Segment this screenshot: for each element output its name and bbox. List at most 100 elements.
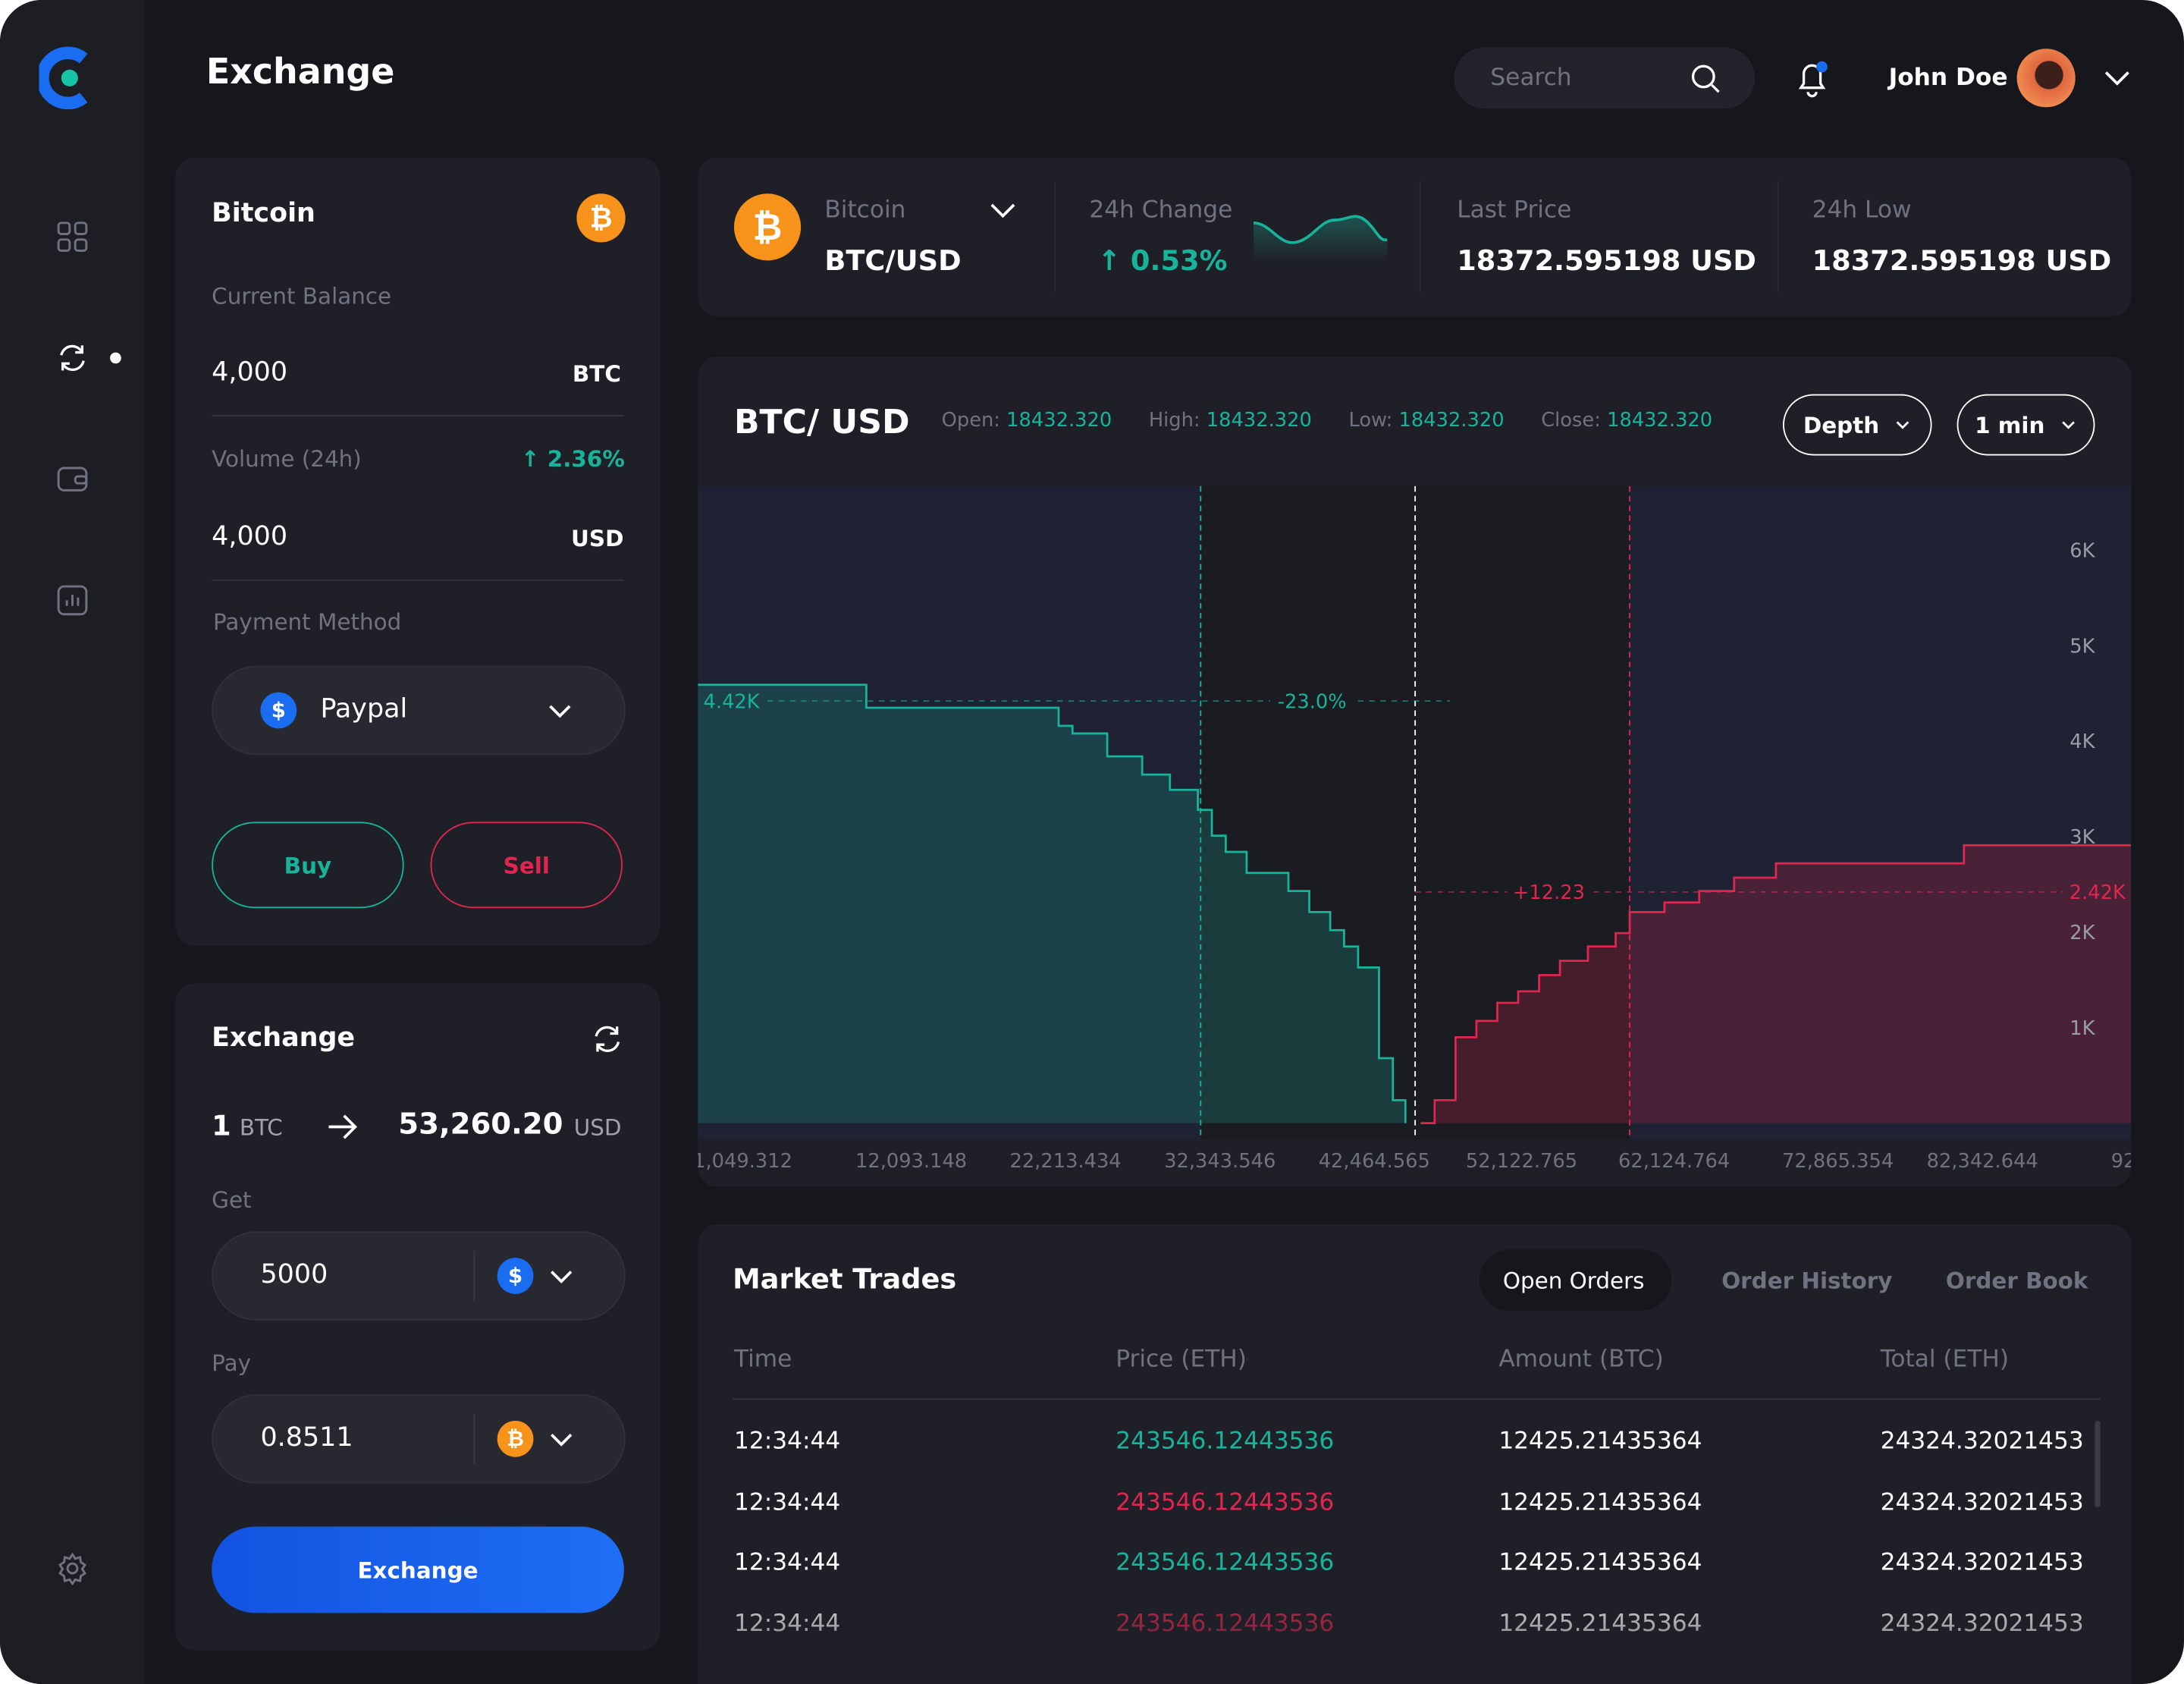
label: Pay — [212, 1349, 251, 1377]
depth-area — [1420, 845, 2132, 1123]
label: 24h Change — [1089, 196, 1233, 225]
scrollbar[interactable] — [2095, 1420, 2101, 1507]
btc-icon: ₿ — [733, 193, 802, 261]
interval-label: 1 min — [1975, 411, 2045, 438]
interval-select[interactable]: 1 min — [1956, 394, 2095, 456]
ohlc-value: 18432.320 — [1206, 409, 1312, 432]
depth-area — [698, 684, 1406, 1123]
tab[interactable]: Order Book — [1945, 1267, 2088, 1294]
bell-icon[interactable] — [1794, 58, 1833, 100]
tab[interactable]: Open Orders — [1502, 1267, 1645, 1294]
ticker-bar — [698, 157, 2132, 316]
active-tab-bg — [1479, 1249, 1672, 1311]
price-cell: 243546.12443536 — [1116, 1428, 1335, 1456]
ohlc-value: 18432.320 — [1006, 409, 1112, 432]
exchange-icon[interactable] — [55, 341, 89, 375]
label: Close: — [1541, 409, 1601, 432]
cell: 24324.32021453 — [1880, 1488, 2084, 1516]
volume-change: ↑ 2.36% — [520, 445, 625, 473]
ask-zone — [1629, 485, 2132, 1140]
divider — [212, 579, 624, 581]
label: Last Price — [1457, 196, 1572, 225]
cell: 12:34:44 — [733, 1428, 841, 1456]
y-tick-label: 6K — [2069, 539, 2095, 562]
pair: BTC/USD — [824, 243, 962, 278]
column-header: Time — [733, 1345, 792, 1374]
x-tick-label: 92,2 — [2111, 1150, 2131, 1173]
sparkline — [1254, 215, 1388, 262]
user-name: John Doe — [1888, 64, 2008, 93]
sell-button[interactable]: Sell — [430, 822, 623, 909]
payment-value: Paypal — [320, 693, 408, 724]
btc-icon: ₿ — [497, 1420, 534, 1457]
exchange-button[interactable]: Exchange — [212, 1526, 624, 1613]
divider — [733, 1398, 2101, 1400]
cell: 12425.21435364 — [1498, 1428, 1702, 1456]
user-menu-chevron[interactable] — [2102, 64, 2132, 92]
chevron — [1897, 421, 1909, 429]
ohlc-value: 18432.320 — [1607, 409, 1713, 432]
dashboard-icon[interactable] — [55, 220, 89, 253]
usd-icon: $ — [260, 692, 297, 729]
price-cell: 243546.12443536 — [1116, 1549, 1335, 1577]
active-dot — [110, 352, 121, 364]
cell: 12:34:44 — [733, 1549, 841, 1577]
label: Get — [212, 1186, 252, 1214]
spread-label: -23.0% — [1278, 690, 1347, 713]
x-tick-label: 52,122.765 — [1466, 1150, 1577, 1173]
sidebar — [0, 0, 146, 1684]
separator — [473, 1413, 475, 1464]
cell: 12:34:44 — [733, 1488, 841, 1516]
payment-select[interactable] — [212, 665, 626, 756]
search-placeholder: Search — [1490, 64, 1572, 93]
card-title: Exchange — [212, 1022, 356, 1054]
annotation-label: 4.42K — [704, 690, 761, 713]
btc-icon: ₿ — [576, 193, 626, 243]
chevron[interactable] — [987, 196, 1018, 225]
change-value: 0.53% — [1130, 243, 1228, 278]
wallet-icon[interactable] — [55, 463, 89, 496]
price-cell: 243546.12443536 — [1116, 1488, 1335, 1516]
label: High: — [1148, 409, 1200, 432]
search-box[interactable] — [1454, 47, 1756, 109]
separator — [1777, 181, 1779, 293]
volume: 4,000 — [212, 520, 288, 552]
balance-card — [175, 157, 661, 946]
chevron — [551, 1434, 573, 1447]
from-unit: BTC — [239, 1114, 283, 1141]
volume-unit: USD — [571, 525, 624, 552]
low-price: 18372.595198 USD — [1812, 243, 2112, 278]
label: Current Balance — [212, 282, 392, 309]
swap-icon[interactable] — [591, 1023, 624, 1056]
get-value: 5000 — [260, 1258, 328, 1290]
balance-unit: BTC — [572, 360, 621, 388]
stats-icon[interactable] — [55, 583, 89, 617]
buy-button[interactable]: Buy — [212, 822, 404, 909]
x-tick-label: 12,093.148 — [855, 1150, 967, 1173]
spread-label: +12.23 — [1513, 881, 1585, 904]
spread-label-bg — [1270, 688, 1354, 714]
chevron — [2062, 421, 2076, 429]
divider — [212, 415, 624, 417]
depth-label: Depth — [1803, 411, 1880, 438]
x-tick-label: 82,342.644 — [1927, 1150, 2038, 1173]
spread-label-bg — [1507, 879, 1591, 905]
x-tick-label: 42,464.565 — [1319, 1150, 1430, 1173]
avatar[interactable] — [2016, 49, 2076, 108]
settings-icon[interactable] — [55, 1552, 89, 1585]
label: Open: — [941, 409, 1000, 432]
depth-line — [698, 683, 1407, 1123]
cell: 24324.32021453 — [1880, 1428, 2084, 1456]
ohlc-value: 18432.320 — [1398, 409, 1505, 432]
logo — [39, 46, 88, 110]
column-header: Amount (BTC) — [1498, 1345, 1664, 1374]
depth-chart: 1K 2K 3K 4K 5K 6K 1,049.312 12,093.148 22,213.43… — [698, 485, 2132, 1173]
label: Low: — [1348, 409, 1393, 432]
to-amount: 53,260.20 — [398, 1107, 563, 1141]
trades-title: Market Trades — [733, 1261, 957, 1296]
depth-select[interactable]: Depth — [1783, 394, 1932, 456]
tab[interactable]: Order History — [1721, 1267, 1893, 1294]
arrow-icon — [328, 1114, 357, 1139]
